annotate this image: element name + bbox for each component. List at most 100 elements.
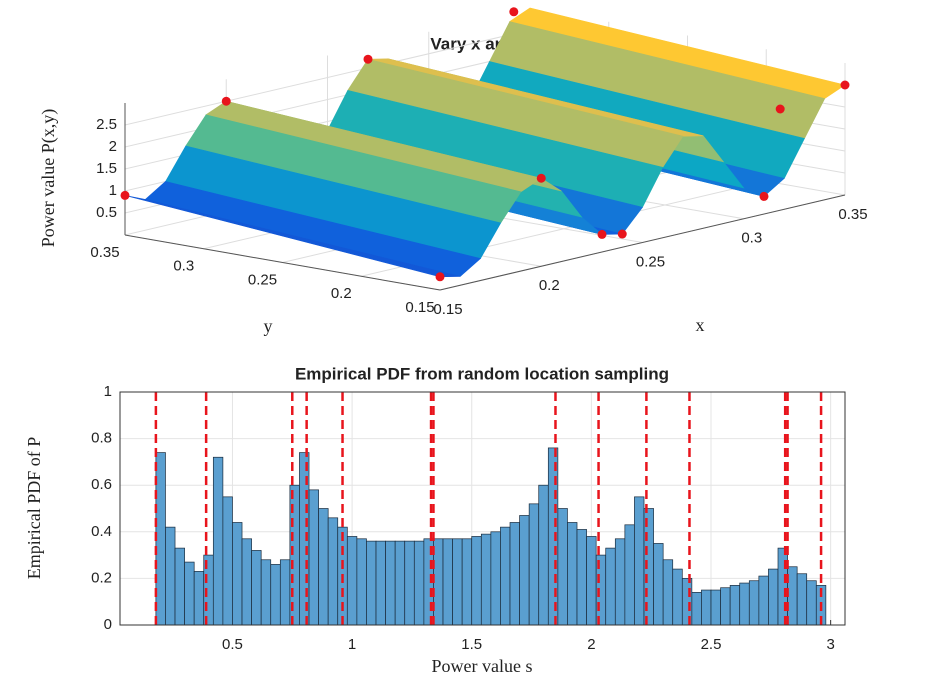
z-tick-label: 2.5 (96, 116, 117, 133)
bar (557, 508, 568, 626)
bar (452, 538, 463, 626)
y-tick-label: 0.35 (90, 244, 119, 261)
bar (480, 533, 492, 626)
x-tick-label: 0.25 (636, 253, 665, 270)
bar (528, 503, 540, 626)
y-tick-label: 0.6 (91, 476, 112, 493)
sample-point (775, 104, 785, 114)
bar (232, 522, 243, 626)
bar (605, 547, 616, 626)
x-axis-label: Power value s (432, 656, 533, 676)
bar (662, 559, 674, 626)
y-tick-label: 0.15 (405, 299, 434, 316)
bar (394, 540, 406, 626)
surface-patch (124, 195, 461, 278)
bar (490, 531, 501, 626)
x-tick-label: 3 (826, 636, 834, 653)
sample-point (435, 272, 445, 282)
y-tick-label: 0.8 (91, 430, 112, 447)
y-tick-label: 0 (104, 616, 112, 633)
sample-point (759, 191, 769, 201)
z-tick-label: 1.5 (96, 160, 117, 177)
bar (701, 589, 712, 626)
sample-point (840, 80, 850, 90)
x-tick-label: 1.5 (461, 636, 482, 653)
bar (691, 592, 702, 626)
bar (279, 559, 291, 626)
bar (768, 568, 779, 626)
y-tick-label: 1 (104, 383, 112, 400)
z-axis-label: Power value P(x,y) (38, 109, 59, 247)
bar (308, 489, 319, 626)
bar (318, 508, 329, 626)
bar (413, 540, 425, 626)
y-axis-label: Empirical PDF of P (24, 437, 44, 580)
sample-point (617, 229, 627, 239)
bar (538, 484, 549, 626)
bar (433, 538, 444, 626)
x-axis-label: x (696, 315, 705, 335)
bar (729, 585, 741, 626)
x-tick-label: 0.5 (222, 636, 243, 653)
bar (500, 526, 511, 626)
bar (471, 536, 482, 626)
bar (155, 452, 166, 626)
bar (787, 566, 798, 626)
axes-box (119, 391, 846, 626)
bar (586, 536, 597, 626)
bar (624, 524, 635, 626)
bar (165, 526, 176, 626)
axis-line (124, 234, 441, 291)
sample-point (221, 96, 231, 106)
z-tick-label: 2 (109, 138, 117, 155)
sample-point (536, 173, 546, 183)
bar (375, 540, 386, 626)
bar (748, 580, 760, 626)
bar (710, 589, 721, 626)
bar (614, 538, 626, 626)
bar (346, 536, 358, 626)
bar (212, 456, 224, 626)
sample-point (120, 190, 130, 200)
bar (174, 547, 185, 626)
bar (184, 561, 195, 626)
bar (672, 568, 683, 626)
x-tick-label: 1 (348, 636, 356, 653)
bar (356, 538, 367, 626)
x-tick-label: 2 (587, 636, 595, 653)
bar (461, 538, 473, 626)
bar (366, 540, 377, 626)
bar (739, 582, 750, 626)
bar (519, 515, 530, 626)
bar (720, 587, 731, 626)
y-tick-label: 0.4 (91, 523, 112, 540)
y-tick-label: 0.2 (331, 285, 352, 302)
bar (567, 522, 578, 626)
bar (241, 538, 252, 626)
x-tick-label: 2.5 (701, 636, 722, 653)
bar (758, 575, 769, 626)
bar (222, 496, 233, 626)
bar (806, 580, 817, 626)
bar (576, 529, 587, 626)
bar (404, 540, 415, 626)
bar (509, 522, 520, 626)
bar (260, 559, 272, 626)
sample-point (363, 54, 373, 64)
x-tick-label: 0.3 (741, 230, 762, 247)
y-tick-label: 0.25 (248, 271, 277, 288)
y-axis-label: y (264, 316, 273, 336)
x-tick-label: 0.2 (539, 277, 560, 294)
bar (251, 550, 262, 626)
y-tick-label: 0.2 (91, 569, 112, 586)
sample-point (597, 229, 607, 239)
bar (442, 538, 453, 626)
x-tick-label: 0.15 (433, 301, 462, 318)
bar (777, 547, 788, 626)
sample-point (509, 7, 519, 17)
axis-line (439, 194, 846, 291)
x-tick-label: 0.35 (838, 206, 867, 223)
bar (634, 496, 645, 626)
bar (327, 517, 339, 626)
